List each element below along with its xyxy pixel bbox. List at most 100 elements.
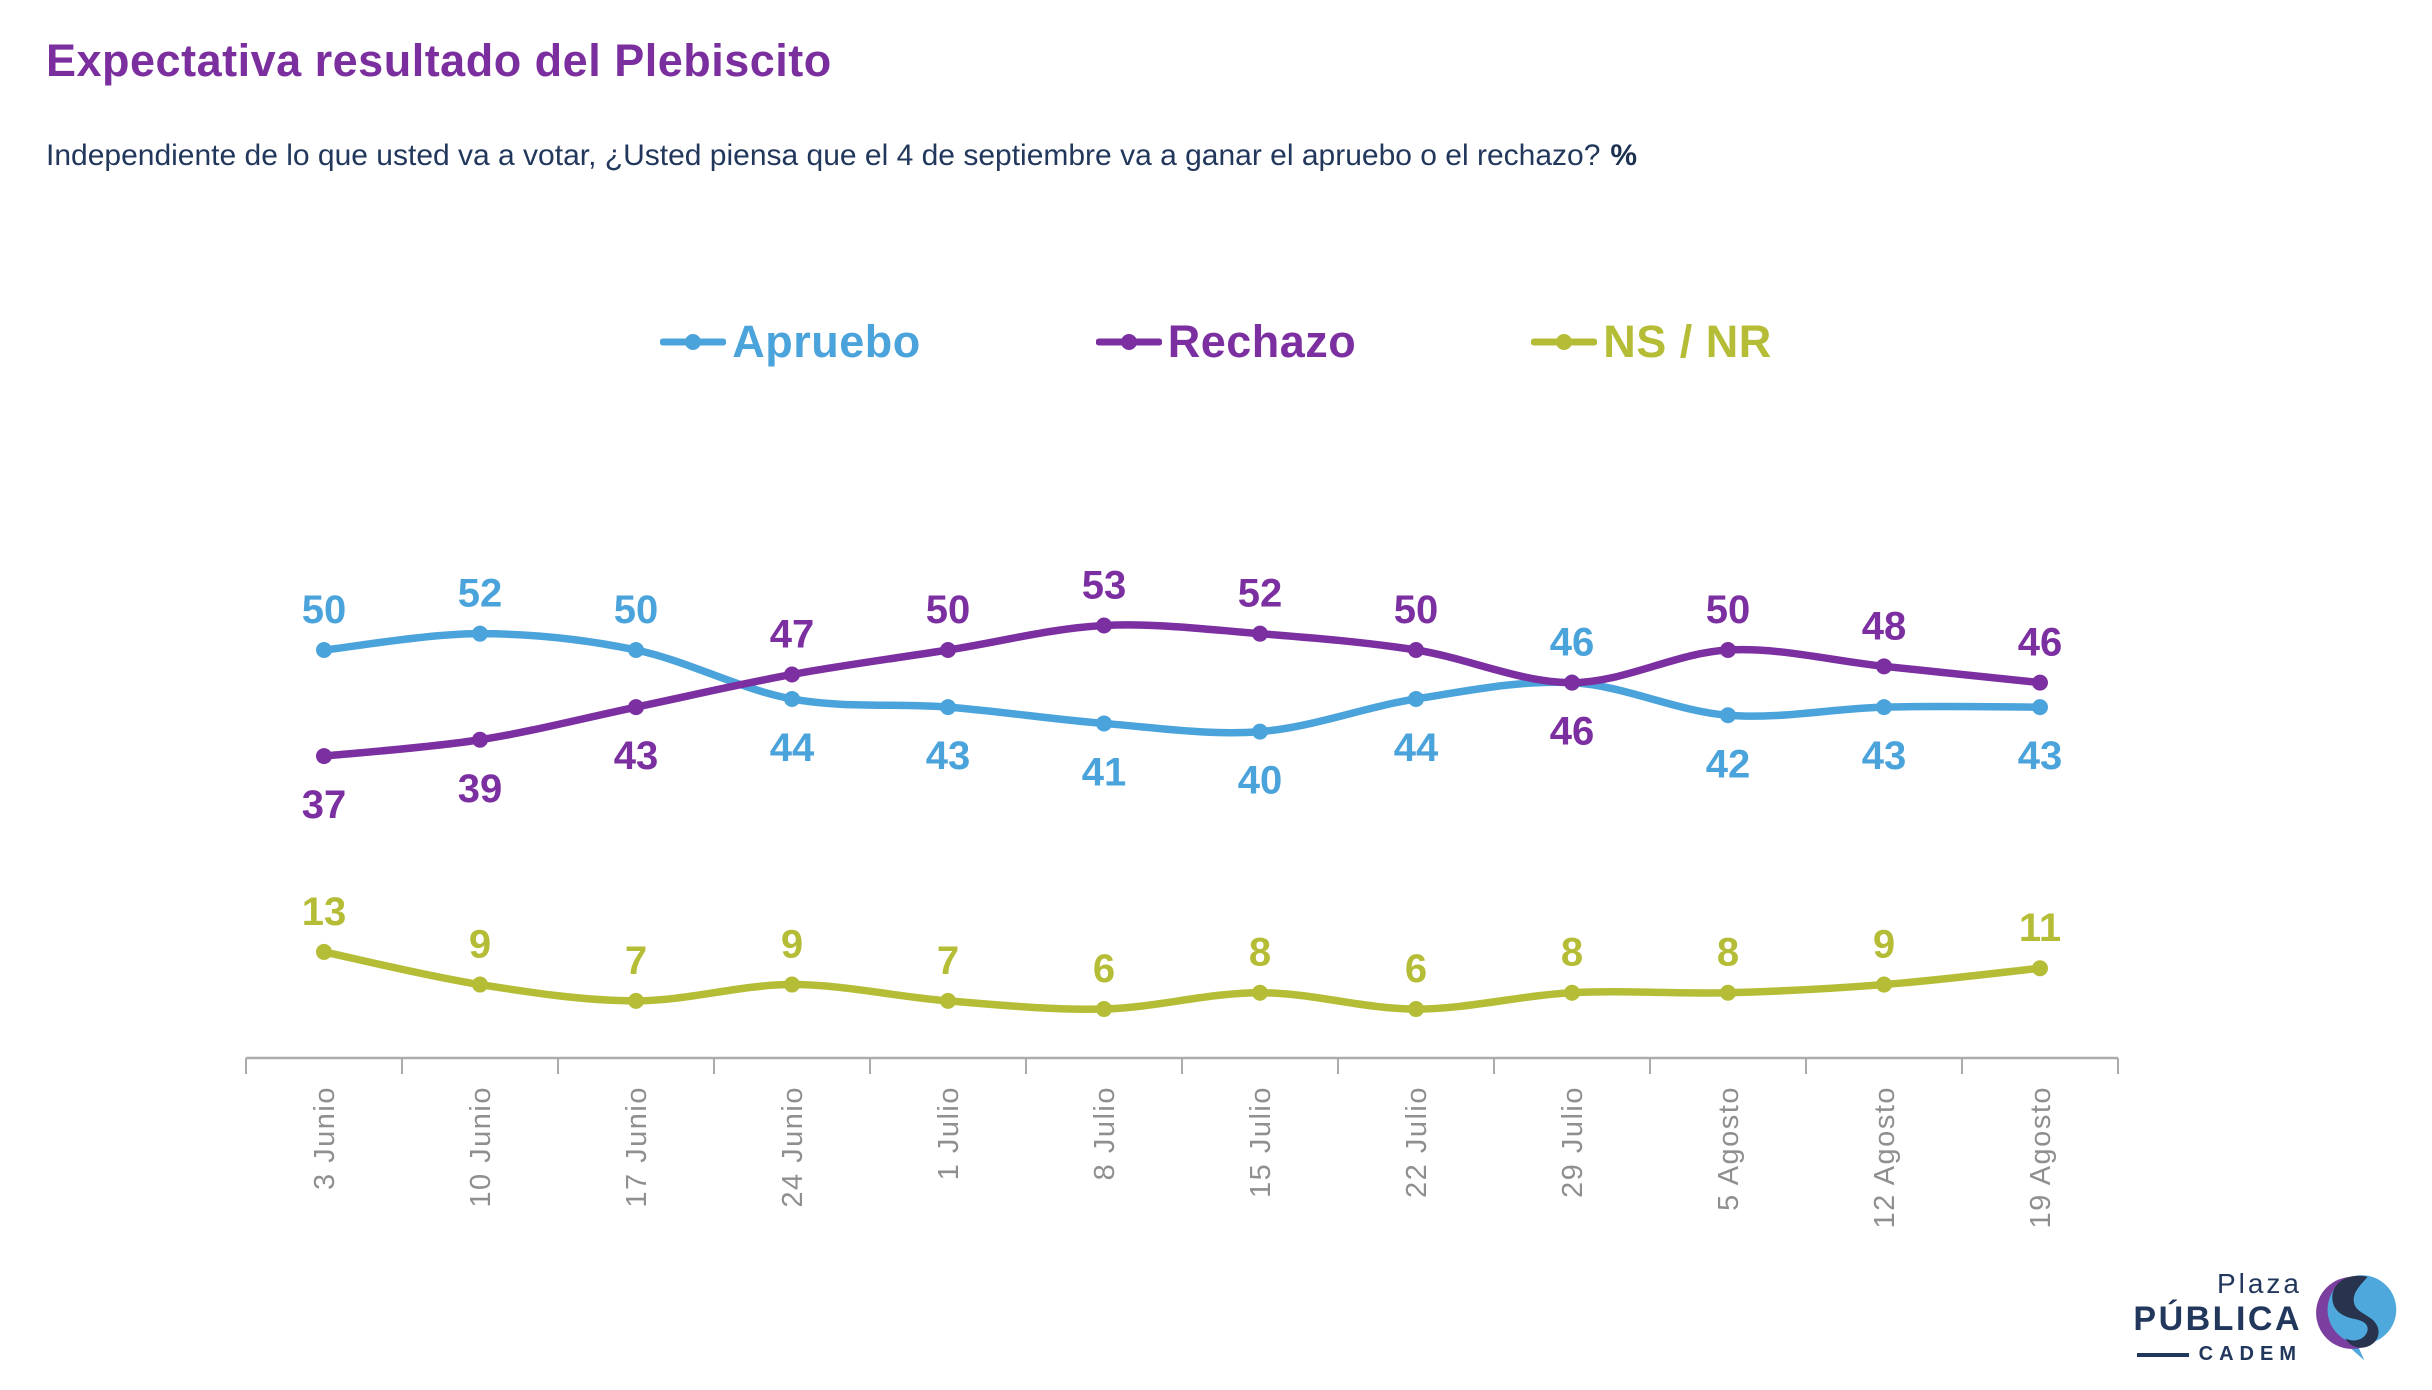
x-axis-label-24-junio: 24 Junio bbox=[777, 1086, 809, 1208]
logo-rule bbox=[2136, 1352, 2189, 1357]
data-label-ns-nr-7: 6 bbox=[1405, 947, 1427, 991]
data-label-rechazo-8: 46 bbox=[1550, 710, 1595, 754]
series-line-rechazo bbox=[320, 621, 2044, 760]
x-axis-label-8-julio: 8 Julio bbox=[1089, 1086, 1121, 1180]
data-point-ns-nr-8 bbox=[1564, 984, 1580, 1001]
data-point-ns-nr-4 bbox=[940, 992, 956, 1009]
data-label-apruebo-10: 43 bbox=[1862, 734, 1907, 778]
legend-marker-icon bbox=[1095, 334, 1162, 350]
legend-marker-icon bbox=[1531, 334, 1598, 350]
data-point-ns-nr-1 bbox=[472, 976, 488, 993]
data-label-ns-nr-3: 9 bbox=[781, 923, 803, 967]
data-point-ns-nr-5 bbox=[1096, 1001, 1112, 1018]
x-axis-label-22-julio: 22 Julio bbox=[1401, 1086, 1433, 1198]
legend-item-apruebo: Apruebo bbox=[660, 316, 921, 368]
data-point-rechazo-8 bbox=[1564, 674, 1580, 691]
logo-text: Plaza PÚBLICA CADEM bbox=[2133, 1268, 2302, 1366]
data-label-apruebo-9: 42 bbox=[1706, 742, 1751, 786]
data-point-ns-nr-7 bbox=[1408, 1001, 1424, 1018]
data-point-ns-nr-6 bbox=[1252, 984, 1268, 1001]
data-point-ns-nr-11 bbox=[2032, 960, 2048, 977]
data-label-apruebo-2: 50 bbox=[614, 588, 659, 632]
data-point-apruebo-1 bbox=[472, 625, 488, 642]
data-label-rechazo-10: 48 bbox=[1862, 604, 1907, 648]
data-point-ns-nr-2 bbox=[628, 992, 644, 1009]
data-point-apruebo-11 bbox=[2032, 699, 2048, 716]
data-label-rechazo-7: 50 bbox=[1394, 588, 1439, 632]
data-point-ns-nr-3 bbox=[784, 976, 800, 993]
data-point-rechazo-0 bbox=[316, 748, 332, 765]
legend-marker-icon bbox=[660, 334, 727, 350]
data-label-apruebo-3: 44 bbox=[770, 726, 815, 770]
x-axis-label-29-julio: 29 Julio bbox=[1557, 1086, 1589, 1198]
legend-label: Rechazo bbox=[1167, 316, 1357, 367]
x-axis-label-1-julio: 1 Julio bbox=[933, 1086, 965, 1180]
data-label-apruebo-7: 44 bbox=[1394, 726, 1439, 770]
legend-item-rechazo: Rechazo bbox=[1095, 316, 1357, 368]
chart-subtitle: Independiente de lo que usted va a votar… bbox=[46, 138, 1637, 174]
data-label-rechazo-9: 50 bbox=[1706, 588, 1751, 632]
data-label-rechazo-2: 43 bbox=[614, 734, 659, 778]
data-point-apruebo-0 bbox=[316, 642, 332, 658]
data-label-apruebo-1: 52 bbox=[458, 572, 503, 616]
data-point-apruebo-5 bbox=[1096, 715, 1112, 732]
subtitle-percent: % bbox=[1610, 139, 1638, 172]
data-point-rechazo-4 bbox=[940, 642, 956, 658]
data-point-ns-nr-10 bbox=[1876, 976, 1892, 993]
series-line-ns-nr bbox=[320, 948, 2044, 1013]
data-label-ns-nr-0: 13 bbox=[302, 890, 347, 934]
data-point-rechazo-5 bbox=[1096, 617, 1112, 634]
data-point-rechazo-1 bbox=[472, 731, 488, 748]
x-axis-label-12-agosto: 12 Agosto bbox=[1869, 1086, 1901, 1229]
x-axis-label-19-agosto: 19 Agosto bbox=[2025, 1086, 2057, 1229]
data-label-rechazo-4: 50 bbox=[926, 588, 971, 632]
data-label-ns-nr-9: 8 bbox=[1717, 931, 1739, 975]
subtitle-text: Independiente de lo que usted va a votar… bbox=[46, 139, 1601, 172]
data-point-apruebo-3 bbox=[784, 690, 800, 707]
data-label-ns-nr-2: 7 bbox=[625, 939, 647, 983]
chart-title: Expectativa resultado del Plebiscito bbox=[46, 35, 832, 86]
data-label-apruebo-11: 43 bbox=[2018, 734, 2063, 778]
x-axis-label-10-junio: 10 Junio bbox=[465, 1086, 497, 1208]
data-point-apruebo-2 bbox=[628, 642, 644, 658]
data-point-ns-nr-0 bbox=[316, 943, 332, 960]
chart-legend: Apruebo Rechazo NS / NR bbox=[0, 316, 2432, 368]
data-label-ns-nr-1: 9 bbox=[469, 923, 491, 967]
data-label-apruebo-4: 43 bbox=[926, 734, 971, 778]
cadem-logo-icon bbox=[2316, 1275, 2397, 1361]
x-axis-label-17-junio: 17 Junio bbox=[621, 1086, 653, 1208]
data-label-rechazo-1: 39 bbox=[458, 767, 503, 811]
data-point-apruebo-7 bbox=[1408, 690, 1424, 707]
series-line-apruebo bbox=[320, 629, 2044, 737]
data-label-apruebo-8: 46 bbox=[1550, 621, 1595, 665]
data-point-rechazo-9 bbox=[1720, 642, 1736, 658]
data-point-rechazo-6 bbox=[1252, 625, 1268, 642]
data-label-ns-nr-4: 7 bbox=[937, 939, 959, 983]
data-point-apruebo-4 bbox=[940, 699, 956, 716]
logo-plaza-text: Plaza bbox=[2216, 1267, 2302, 1299]
data-point-rechazo-2 bbox=[628, 699, 644, 716]
x-axis-label-5-agosto: 5 Agosto bbox=[1713, 1086, 1745, 1211]
data-label-rechazo-11: 46 bbox=[2018, 621, 2063, 665]
data-label-apruebo-0: 50 bbox=[302, 588, 347, 632]
data-point-rechazo-11 bbox=[2032, 674, 2048, 691]
data-label-apruebo-6: 40 bbox=[1238, 759, 1283, 803]
data-point-apruebo-10 bbox=[1876, 699, 1892, 716]
data-label-ns-nr-6: 8 bbox=[1249, 931, 1271, 975]
data-point-rechazo-10 bbox=[1876, 658, 1892, 675]
logo-cadem-row: CADEM bbox=[2136, 1343, 2302, 1366]
data-label-rechazo-3: 47 bbox=[770, 612, 815, 656]
legend-label: Apruebo bbox=[732, 316, 921, 367]
x-axis-label-3-junio: 3 Junio bbox=[309, 1086, 341, 1190]
logo-cadem-text: CADEM bbox=[2198, 1343, 2302, 1365]
data-point-rechazo-3 bbox=[784, 666, 800, 683]
legend-label: NS / NR bbox=[1603, 316, 1772, 367]
x-axis-label-15-julio: 15 Julio bbox=[1245, 1086, 1277, 1198]
data-label-rechazo-6: 52 bbox=[1238, 572, 1283, 616]
legend-item-ns-nr: NS / NR bbox=[1531, 316, 1772, 368]
data-point-rechazo-7 bbox=[1408, 642, 1424, 658]
data-label-ns-nr-11: 11 bbox=[2019, 906, 2061, 950]
data-point-ns-nr-9 bbox=[1720, 984, 1736, 1001]
